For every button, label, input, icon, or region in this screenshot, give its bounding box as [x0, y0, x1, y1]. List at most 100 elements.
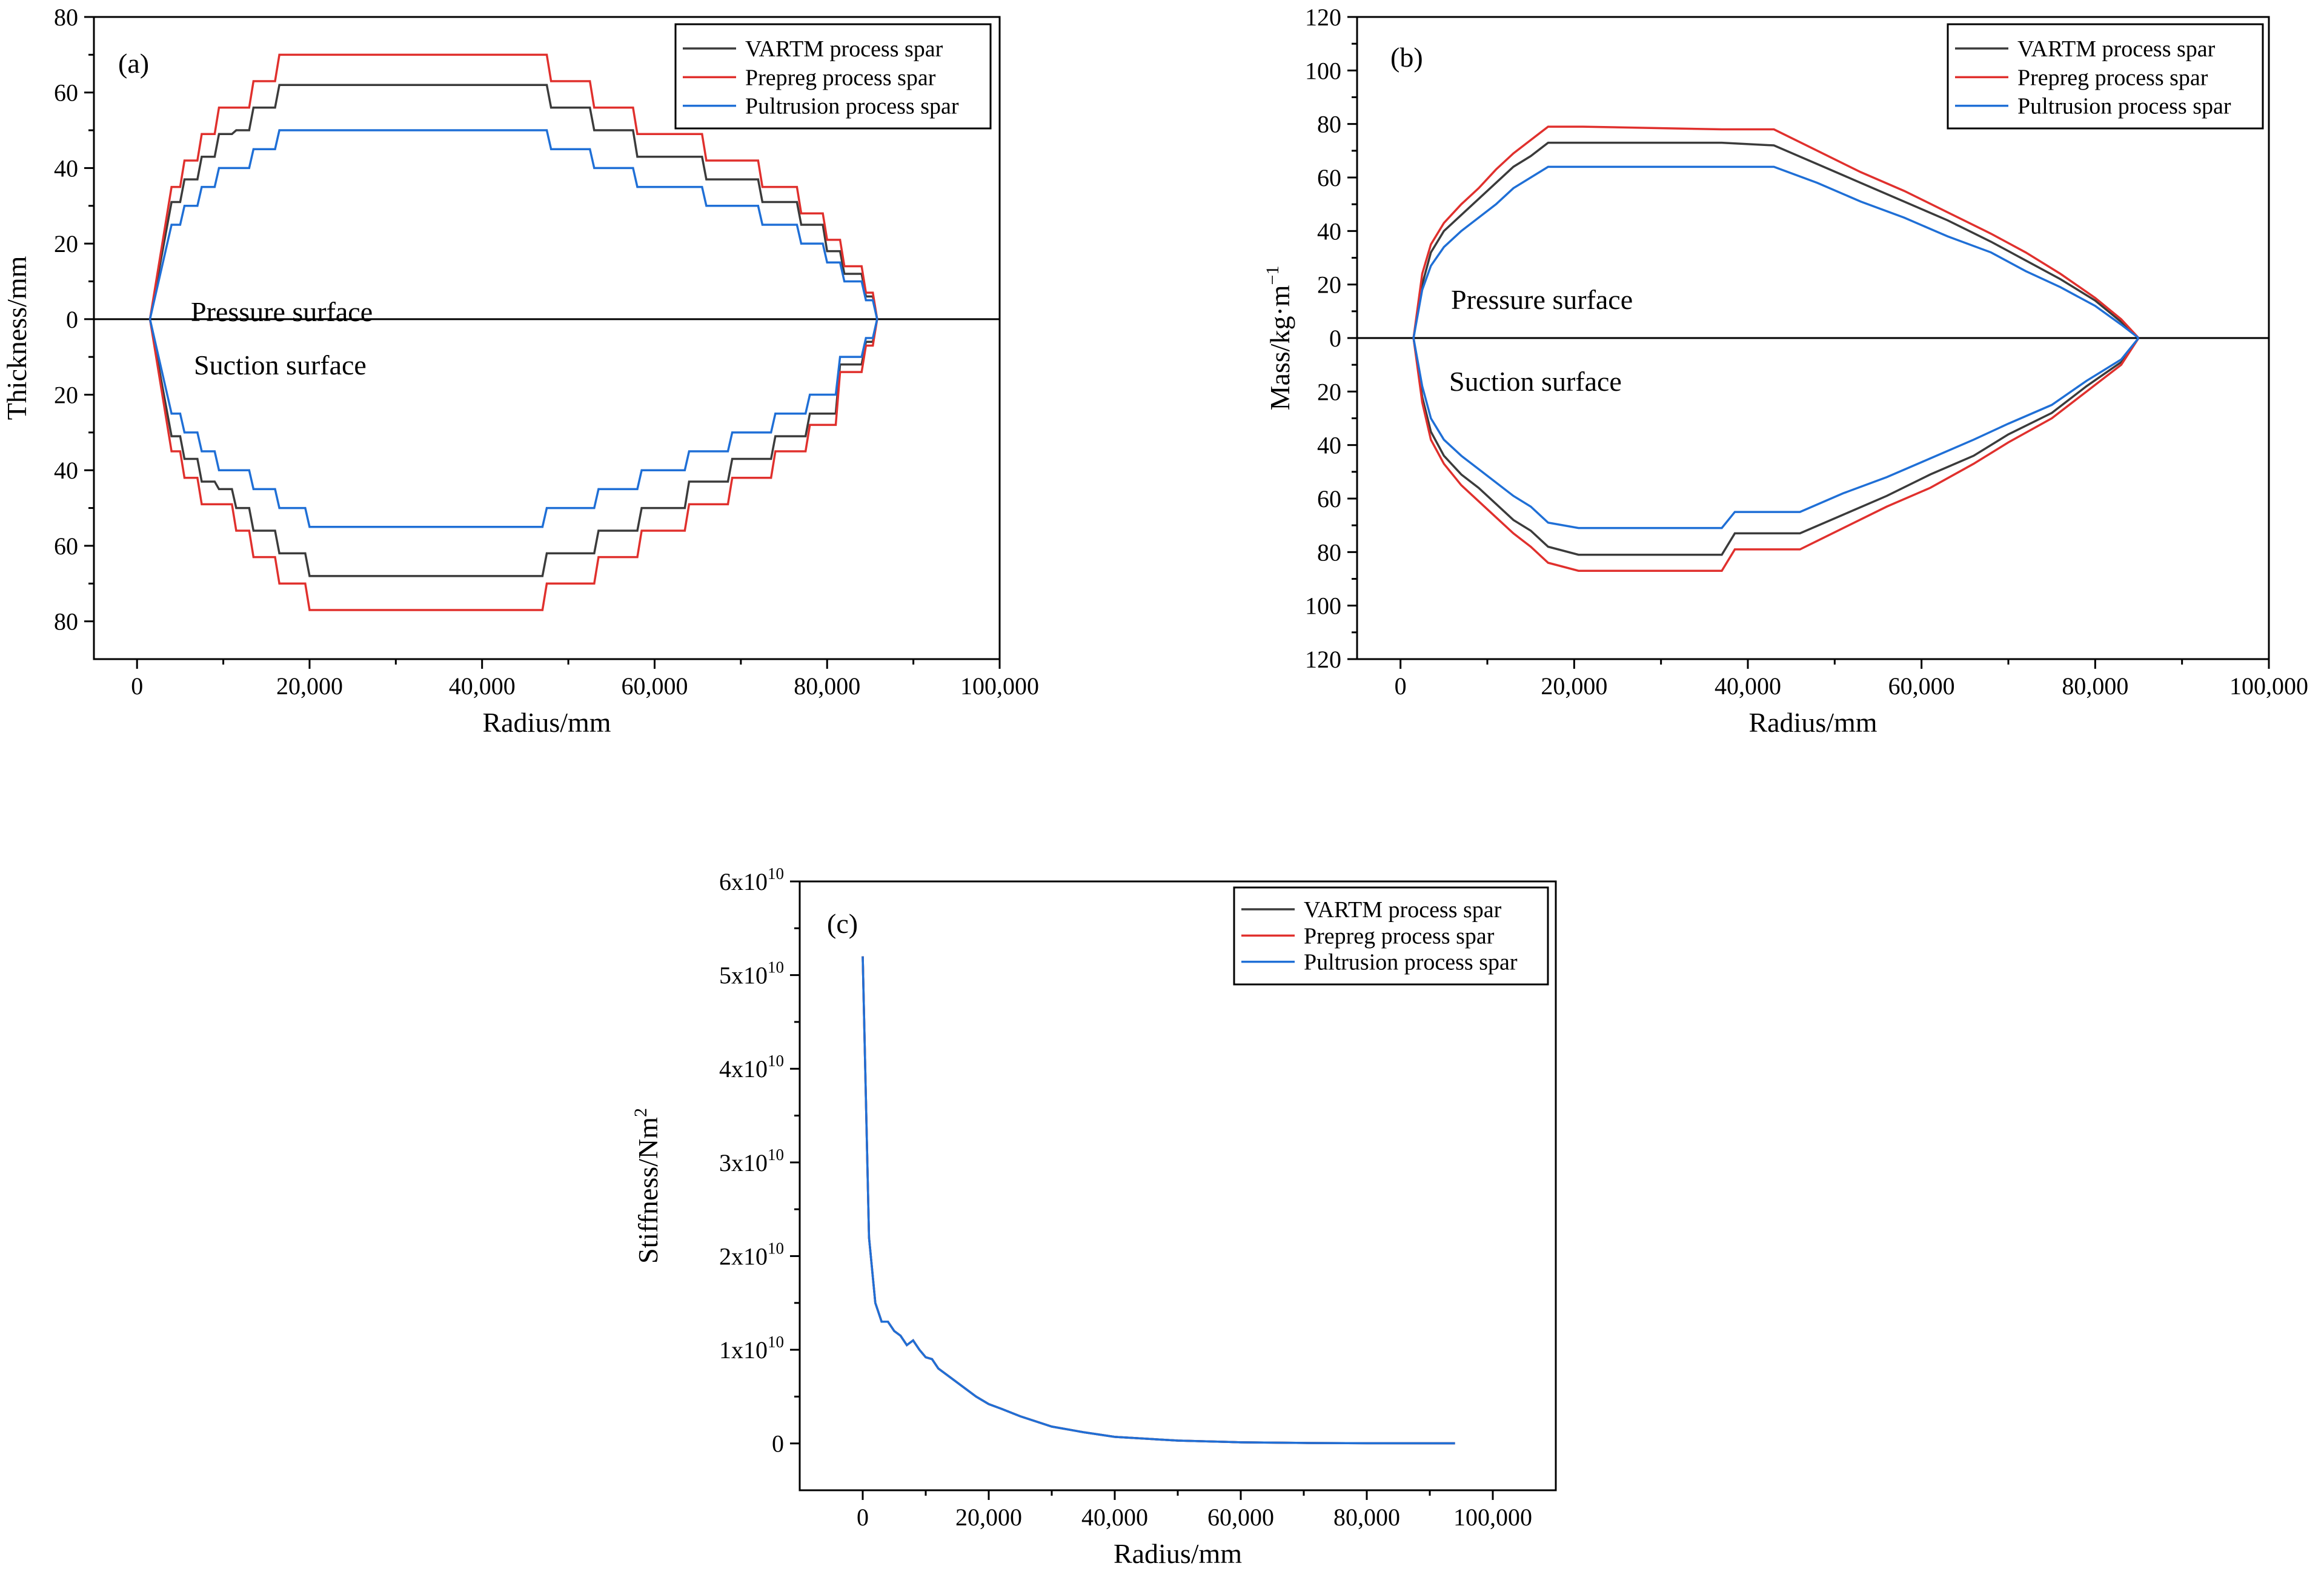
x-tick-label: 20,000: [276, 672, 343, 700]
chart-panel-c: 0 20,000 40,000 60,000 80,000 100,000 0 1x1010 2…: [631, 864, 1557, 1569]
series-line-lower: [148, 319, 878, 611]
legend-label-vartm: VARTM process spar: [1304, 897, 1502, 923]
panel-label: (b): [1390, 42, 1423, 73]
y-tick-label: 3x1010: [719, 1146, 784, 1176]
y-tick-label: 120: [1305, 646, 1341, 673]
y-tick-label: 40: [1317, 217, 1341, 245]
legend-label-pultrusion: Pultrusion process spar: [2017, 94, 2231, 119]
x-axis-title: Radius/mm: [1748, 707, 1877, 738]
y-tick-label: 60: [54, 79, 78, 107]
legend: VARTM process spar Prepreg process spar Pu…: [1947, 23, 2264, 130]
legend-box: [674, 23, 992, 130]
series-line: [862, 956, 1455, 1445]
x-tick-label: 100,000: [960, 672, 1039, 700]
series-line-lower: [148, 319, 878, 577]
x-tick-label: 0: [131, 672, 143, 700]
y-tick-label: 100: [1305, 592, 1341, 620]
y-tick-label: 60: [54, 532, 78, 560]
y-tick-exponent: 10: [768, 1333, 784, 1351]
y-tick-label: 0: [772, 1430, 784, 1458]
suction-surface-label: Suction surface: [194, 350, 367, 380]
pressure-surface-label: Pressure surface: [1451, 284, 1633, 315]
y-tick-label: 80: [54, 4, 78, 31]
legend-label-prepreg: Prepreg process spar: [745, 65, 936, 90]
series-line-upper: [1412, 165, 2140, 339]
y-tick-exponent: 10: [768, 864, 784, 883]
legend-label-prepreg: Prepreg process spar: [2017, 65, 2208, 90]
y-axis-title-superscript: −1: [1263, 266, 1283, 285]
x-tick-label: 60,000: [1207, 1504, 1274, 1531]
y-tick-label: 80: [54, 608, 78, 635]
x-tick-label: 0: [1395, 672, 1407, 700]
chart-panel-a: 0 20,000 40,000 60,000 80,000 100,000 80 60 40 20…: [1, 4, 1039, 738]
y-tick-exponent: 10: [768, 958, 784, 977]
series-line-lower: [1412, 337, 2140, 529]
legend-label-pultrusion: Pultrusion process spar: [1304, 950, 1518, 975]
panel-label: (a): [118, 48, 149, 79]
y-tick-label: 100: [1305, 57, 1341, 84]
legend-label-vartm: VARTM process spar: [2017, 36, 2216, 62]
x-tick-label: 60,000: [621, 672, 688, 700]
y-tick-label: 120: [1305, 4, 1341, 31]
pressure-surface-label: Pressure surface: [191, 296, 373, 327]
y-axis-title: Thickness/mm: [1, 256, 32, 420]
x-axis-title: Radius/mm: [1114, 1538, 1242, 1569]
x-tick-label: 0: [857, 1504, 869, 1531]
x-tick-label: 60,000: [1888, 672, 1955, 700]
y-tick-label: 20: [1317, 378, 1341, 405]
y-tick-label: 60: [1317, 485, 1341, 513]
y-tick-label: 0: [66, 306, 78, 333]
y-tick-exponent: 10: [768, 1146, 784, 1164]
y-tick-exponent: 10: [768, 1239, 784, 1257]
y-tick-label: 5x1010: [719, 958, 784, 989]
series-line-upper: [148, 129, 878, 320]
x-tick-label: 100,000: [2229, 672, 2308, 700]
series-line-lower: [148, 319, 878, 528]
y-tick-label: 1x1010: [719, 1333, 784, 1364]
suction-surface-label: Suction surface: [1449, 366, 1622, 397]
series-line-lower: [1412, 337, 2140, 556]
series-line: [862, 956, 1455, 1445]
legend-label-prepreg: Prepreg process spar: [1304, 923, 1495, 949]
x-tick-label: 100,000: [1453, 1504, 1532, 1531]
plot-frame: [93, 16, 1001, 660]
y-tick-label: 20: [54, 382, 78, 409]
series-line-upper: [1412, 125, 2140, 339]
y-tick-label: 40: [1317, 432, 1341, 459]
y-tick-label: 40: [54, 457, 78, 484]
legend-label-vartm: VARTM process spar: [745, 36, 943, 62]
legend-label-pultrusion: Pultrusion process spar: [745, 94, 959, 119]
legend: VARTM process spar Prepreg process spar Pu…: [674, 23, 992, 130]
y-tick-label: 20: [54, 230, 78, 257]
x-tick-label: 20,000: [1541, 672, 1607, 700]
y-tick-label: 80: [1317, 111, 1341, 138]
y-tick-label: 4x1010: [719, 1052, 784, 1083]
series-line-upper: [148, 53, 878, 320]
series-line-upper: [1412, 141, 2140, 339]
y-tick-label: 60: [1317, 164, 1341, 191]
y-tick-label: 6x1010: [719, 864, 784, 895]
series-line: [862, 956, 1455, 1445]
x-tick-label: 80,000: [794, 672, 860, 700]
panel-label: (c): [827, 908, 858, 939]
y-tick-exponent: 10: [768, 1052, 784, 1070]
y-tick-label: 0: [1329, 325, 1341, 352]
y-axis-title: Stiffness/Nm2: [631, 1108, 663, 1264]
chart-panel-b: 0 20,000 40,000 60,000 80,000 100,000 120 100 80…: [1263, 4, 2308, 738]
x-tick-label: 40,000: [449, 672, 516, 700]
x-tick-label: 20,000: [955, 1504, 1022, 1531]
y-axis-title-superscript: 2: [631, 1108, 651, 1117]
x-tick-label: 80,000: [1333, 1504, 1400, 1531]
series-line-upper: [148, 84, 878, 320]
y-tick-label: 40: [54, 154, 78, 182]
y-axis-title: Mass/kg·m−1: [1263, 266, 1295, 411]
series-line-lower: [1412, 337, 2140, 572]
x-tick-label: 40,000: [1081, 1504, 1148, 1531]
x-tick-label: 40,000: [1715, 672, 1781, 700]
y-tick-label: 80: [1317, 539, 1341, 566]
y-tick-label: 20: [1317, 271, 1341, 299]
x-axis-title: Radius/mm: [482, 707, 611, 738]
x-tick-label: 80,000: [2062, 672, 2128, 700]
